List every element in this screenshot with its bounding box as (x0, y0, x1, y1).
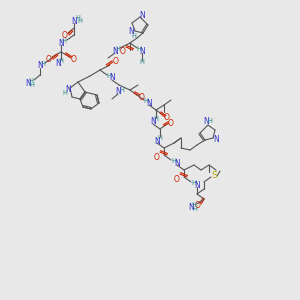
Text: H: H (63, 90, 68, 96)
Text: N: N (25, 79, 31, 88)
Text: N: N (194, 181, 200, 190)
Text: H: H (158, 135, 162, 141)
Text: O: O (71, 55, 77, 64)
Text: O: O (46, 55, 52, 64)
Text: S: S (211, 172, 217, 181)
Text: H: H (116, 46, 120, 52)
Text: H: H (120, 87, 124, 93)
Text: H: H (61, 38, 66, 44)
Text: N: N (65, 85, 71, 94)
Text: N: N (115, 88, 121, 97)
Text: N: N (112, 46, 118, 56)
Text: O: O (62, 31, 68, 40)
Text: N: N (139, 46, 145, 56)
Text: H: H (40, 61, 45, 67)
Text: H: H (172, 158, 176, 164)
Text: H: H (58, 58, 63, 64)
Text: H: H (28, 78, 33, 84)
Text: O: O (154, 152, 160, 161)
Text: N: N (109, 74, 115, 82)
Text: N: N (154, 136, 160, 146)
Text: N: N (188, 202, 194, 211)
Text: O: O (168, 118, 174, 127)
Text: O: O (120, 47, 126, 56)
Text: H: H (136, 46, 141, 52)
Text: H: H (78, 18, 82, 24)
Text: H: H (132, 33, 136, 39)
Text: H: H (192, 202, 197, 208)
Text: H: H (140, 59, 144, 65)
Text: N: N (55, 59, 61, 68)
Text: H: H (192, 180, 197, 186)
Text: H: H (154, 116, 158, 122)
Text: O: O (195, 200, 201, 209)
Text: N: N (128, 28, 134, 37)
Text: N: N (139, 11, 145, 20)
Text: N: N (150, 118, 156, 127)
Text: H: H (76, 15, 80, 21)
Text: N: N (146, 98, 152, 107)
Text: H: H (193, 206, 197, 212)
Text: N: N (213, 136, 219, 145)
Text: O: O (174, 175, 180, 184)
Text: N: N (58, 38, 64, 47)
Text: N: N (203, 118, 209, 127)
Text: O: O (164, 113, 170, 122)
Text: O: O (139, 92, 145, 101)
Text: N: N (37, 61, 43, 70)
Text: N: N (71, 16, 77, 26)
Text: H: H (144, 98, 148, 104)
Text: H: H (208, 118, 212, 124)
Text: H: H (106, 73, 111, 79)
Text: N: N (174, 158, 180, 167)
Text: H: H (30, 82, 34, 88)
Text: O: O (113, 58, 119, 67)
